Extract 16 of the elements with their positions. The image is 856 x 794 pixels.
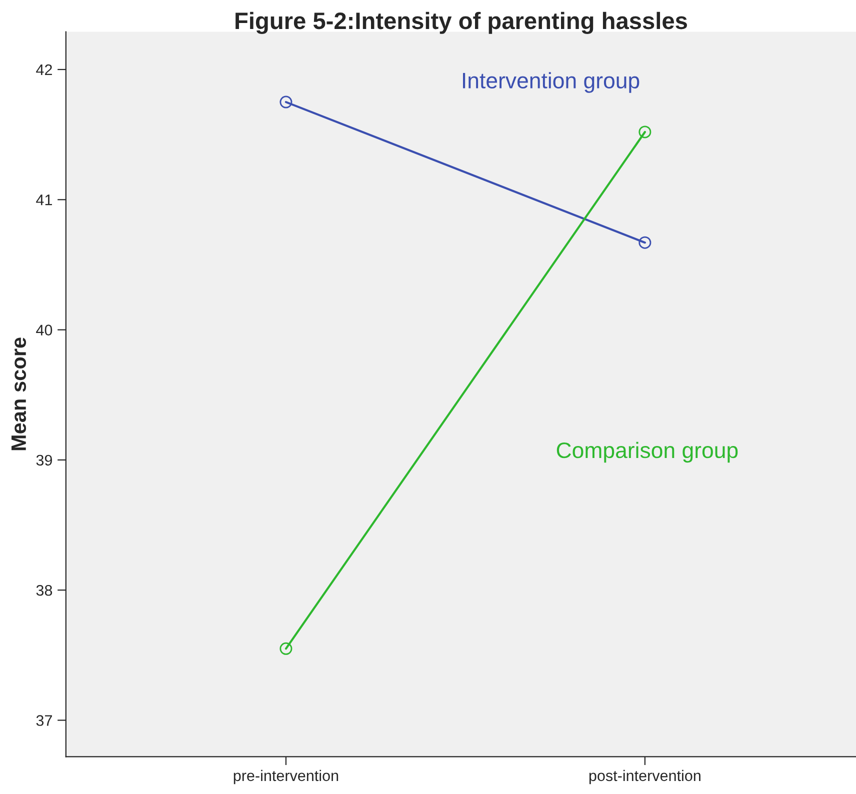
y-tick-label: 40 bbox=[36, 324, 52, 336]
text: Intervention group bbox=[463, 72, 640, 93]
x-tick-label: post-intervention bbox=[589, 770, 700, 784]
point bbox=[638, 126, 652, 138]
point bbox=[280, 642, 292, 655]
point bbox=[638, 236, 652, 249]
chart-title: Figure 5-2:Intensity of parenting hassles bbox=[236, 12, 687, 34]
y-axis-title: Mean score bbox=[12, 338, 26, 450]
y-tick-label: 37 bbox=[36, 715, 52, 726]
y-tick-label: 38 bbox=[36, 584, 52, 596]
point bbox=[280, 96, 292, 108]
x-tick-label: pre-intervention bbox=[234, 770, 338, 784]
y-tick-label: 39 bbox=[36, 454, 52, 466]
text: Comparison group bbox=[556, 442, 738, 463]
y-tick-label: 42 bbox=[36, 64, 52, 76]
y-tick-label: 41 bbox=[36, 194, 52, 206]
